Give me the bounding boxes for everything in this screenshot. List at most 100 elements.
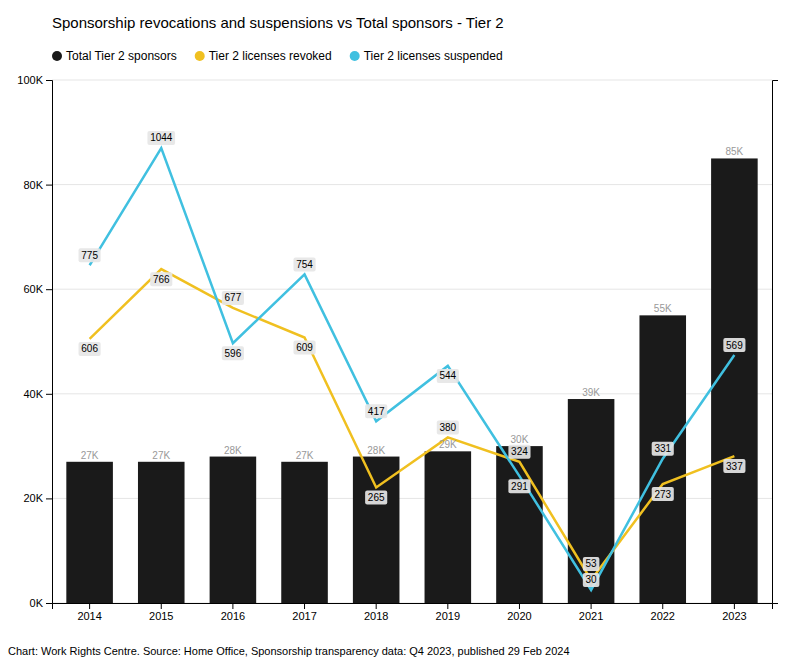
tick-label: 40K bbox=[23, 388, 43, 400]
bar-label: 55K bbox=[654, 303, 672, 314]
tick-mark bbox=[46, 603, 52, 604]
data-label: 324 bbox=[511, 446, 528, 457]
bar bbox=[281, 462, 328, 603]
line-label: 380 bbox=[437, 420, 459, 434]
tick-mark bbox=[734, 603, 735, 609]
line-label: 273 bbox=[652, 487, 674, 501]
label-background bbox=[723, 338, 745, 352]
data-label: 337 bbox=[726, 461, 743, 472]
label-background bbox=[365, 404, 387, 418]
tick-label: 2014 bbox=[77, 610, 101, 622]
legend-swatch bbox=[350, 51, 360, 61]
data-label: 775 bbox=[81, 250, 98, 261]
x-tick: 2023 bbox=[722, 603, 746, 622]
bar bbox=[353, 457, 400, 603]
x-tick: 2014 bbox=[77, 603, 101, 622]
bar-label: 29K bbox=[439, 439, 457, 450]
axis-line bbox=[46, 81, 53, 604]
data-label: 606 bbox=[81, 343, 98, 354]
line-label: 544 bbox=[437, 369, 459, 383]
bar-label: 28K bbox=[367, 445, 385, 456]
tick-label: 60K bbox=[23, 283, 43, 295]
line-label: 265 bbox=[365, 491, 387, 505]
data-label: 417 bbox=[368, 406, 385, 417]
tick-label: 2017 bbox=[292, 610, 316, 622]
y-tick: 100K bbox=[17, 74, 52, 86]
data-label: 544 bbox=[439, 370, 456, 381]
grid-line bbox=[52, 184, 772, 185]
legend-item: Tier 2 licenses suspended bbox=[350, 49, 503, 63]
tick-label: 2015 bbox=[149, 610, 173, 622]
x-axis: 2014201520162017201820192020202120222023 bbox=[53, 603, 773, 622]
tick-label: 2023 bbox=[722, 610, 746, 622]
legend: Total Tier 2 sponsors Tier 2 licenses rev… bbox=[52, 49, 503, 63]
x-tick: 2022 bbox=[651, 603, 675, 622]
chart-container: Sponsorship revocations and suspensions … bbox=[0, 0, 802, 665]
bar-label: 27K bbox=[296, 450, 314, 461]
data-label: 30 bbox=[586, 574, 598, 585]
label-background bbox=[508, 479, 530, 493]
data-labels: 27K27K28K27K28K29K30K39K55K85K6067757661… bbox=[79, 131, 746, 587]
x-tick: 2019 bbox=[436, 603, 460, 622]
bar bbox=[568, 399, 615, 603]
bar bbox=[66, 462, 113, 603]
data-label: 265 bbox=[368, 492, 385, 503]
tick-mark bbox=[591, 603, 592, 609]
line-label: 291 bbox=[508, 479, 530, 493]
x-tick: 2017 bbox=[292, 603, 316, 622]
line-label: 775 bbox=[79, 248, 101, 262]
tick-label: 0K bbox=[30, 597, 44, 609]
line-label: 596 bbox=[222, 346, 244, 360]
tick-label: 80K bbox=[23, 179, 43, 191]
tick-mark bbox=[662, 603, 663, 609]
line-label: 766 bbox=[150, 272, 172, 286]
y-axis: 0K20K40K60K80K100K bbox=[17, 74, 52, 609]
legend-swatch bbox=[52, 51, 62, 61]
label-background bbox=[147, 131, 175, 145]
x-tick: 2016 bbox=[221, 603, 245, 622]
label-background bbox=[583, 573, 600, 587]
label-background bbox=[652, 442, 674, 456]
label-background bbox=[365, 491, 387, 505]
data-label: 754 bbox=[296, 259, 313, 270]
bar bbox=[425, 451, 472, 603]
tick-label: 2022 bbox=[651, 610, 675, 622]
line-label: 606 bbox=[79, 342, 101, 356]
bar bbox=[210, 457, 257, 603]
line-label: 417 bbox=[365, 404, 387, 418]
bar-label: 85K bbox=[725, 146, 743, 157]
data-label: 677 bbox=[225, 292, 242, 303]
label-background bbox=[293, 257, 315, 271]
bar-label: 27K bbox=[152, 450, 170, 461]
bar-label: 27K bbox=[81, 450, 99, 461]
line-label: 677 bbox=[222, 291, 244, 305]
label-background bbox=[583, 557, 600, 571]
y-tick: 0K bbox=[30, 597, 52, 609]
legend-item: Tier 2 licenses revoked bbox=[195, 49, 332, 63]
grid-line bbox=[52, 80, 772, 81]
line-label: 609 bbox=[293, 341, 315, 355]
x-tick: 2018 bbox=[364, 603, 388, 622]
tick-mark bbox=[304, 603, 305, 609]
label-background bbox=[437, 420, 459, 434]
caption: Chart: Work Rights Centre. Source: Home … bbox=[8, 645, 570, 657]
label-background bbox=[652, 487, 674, 501]
legend-label: Total Tier 2 sponsors bbox=[66, 49, 177, 63]
bar bbox=[496, 446, 543, 603]
label-background bbox=[150, 272, 172, 286]
legend-swatch bbox=[195, 51, 205, 61]
data-label: 53 bbox=[586, 558, 598, 569]
tick-label: 2016 bbox=[221, 610, 245, 622]
title: Sponsorship revocations and suspensions … bbox=[52, 14, 504, 31]
grid bbox=[52, 80, 772, 603]
line-label: 324 bbox=[508, 445, 530, 459]
plot-area: 0K20K40K60K80K100K2014201520162017201820… bbox=[17, 74, 778, 622]
data-label: 1044 bbox=[150, 132, 173, 143]
label-background bbox=[293, 341, 315, 355]
tick-mark bbox=[46, 185, 52, 186]
tick-mark bbox=[161, 603, 162, 609]
tick-label: 2019 bbox=[436, 610, 460, 622]
tick-mark bbox=[232, 603, 233, 609]
data-label: 609 bbox=[296, 342, 313, 353]
line-label: 1044 bbox=[147, 131, 175, 145]
